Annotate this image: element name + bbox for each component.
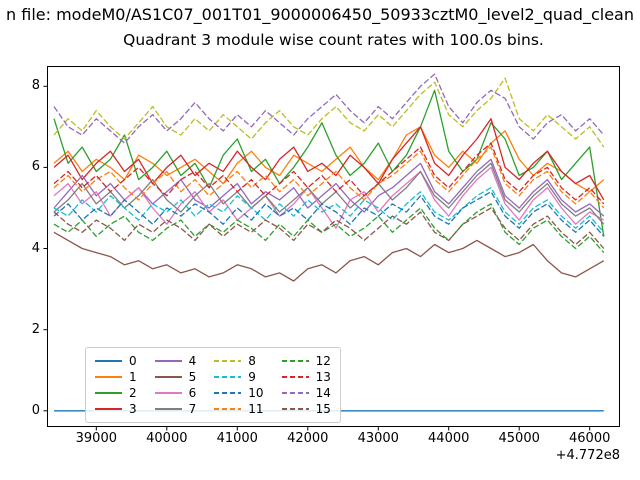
x-tick-label: 44000 [428,431,470,446]
legend-label: 0 [129,354,137,368]
axes-frame [47,66,620,427]
axes-title: Quadrant 3 module wise count rates with … [123,31,544,49]
series-line-1 [53,126,605,193]
legend-label: 9 [248,370,256,384]
legend-line-sample [281,408,309,410]
legend-entry-10: 10 [214,386,264,400]
x-tick-label: 39000 [75,431,117,446]
y-tick-label: 0 [31,402,40,418]
legend-line-sample [281,360,309,362]
legend-label: 8 [248,354,256,368]
legend-entry-0: 0 [95,354,137,368]
legend-label: 10 [248,386,264,400]
legend-entry-14: 14 [281,386,331,400]
series-line-8 [53,77,605,148]
series-line-7 [53,162,605,225]
x-tick-label: 46000 [569,431,611,446]
legend-line-sample [95,376,122,378]
legend-entry-5: 5 [154,370,197,384]
series-line-3 [53,118,605,201]
legend-entry-6: 6 [154,386,197,400]
legend-entry-8: 8 [214,354,263,368]
legend-line-sample [95,408,122,410]
series-line-4 [53,158,605,217]
legend-entry-4: 4 [154,354,197,368]
legend-line-sample [154,376,182,378]
legend-label: 6 [188,386,197,400]
y-tick-label: 6 [31,159,40,175]
legend-label: 2 [129,386,137,400]
series-line-12 [53,203,605,254]
figure-suptitle: n file: modeM0/AS1C07_001T01_9000006450_… [6,5,634,24]
legend-label: 4 [188,354,197,368]
legend-label: 5 [188,370,197,384]
legend-label: 12 [315,354,331,368]
plot-area [43,66,620,431]
legend-line-sample [154,392,182,394]
legend-line-sample [214,392,242,394]
legend-line-sample [281,376,309,378]
legend-line-sample [154,408,182,410]
legend-line-sample [95,360,122,362]
legend-label: 14 [315,386,331,400]
x-tick-label: 45000 [498,431,540,446]
legend-line-sample [281,392,309,394]
x-tick-label: 42000 [287,431,329,446]
y-tick-label: 2 [31,321,40,337]
y-tick-label: 8 [31,78,40,94]
legend-entry-2: 2 [95,386,137,400]
legend-entry-7: 7 [154,402,197,416]
legend-entry-11: 11 [214,402,264,416]
legend-line-sample [214,360,242,362]
legend-entry-12: 12 [281,354,331,368]
x-tick-label: 43000 [357,431,399,446]
legend-entry-3: 3 [95,402,137,416]
legend-entry-9: 9 [214,370,263,384]
legend-line-sample [214,376,242,378]
legend-entry-13: 13 [281,370,331,384]
legend-label: 15 [315,402,331,416]
y-tick-label: 4 [31,240,40,256]
legend-label: 1 [129,370,137,384]
series-line-11 [53,146,605,209]
series-line-15 [53,207,605,249]
series-line-14 [53,73,605,144]
x-axis-offset-label: +4.772e8 [555,448,620,463]
x-tick-label: 41000 [216,431,258,446]
series-line-13 [53,142,605,205]
x-tick-label: 40000 [146,431,188,446]
series-line-10 [53,191,605,237]
legend-label: 7 [188,402,197,416]
legend-line-sample [95,392,122,394]
series-line-6 [53,166,605,229]
legend-line-sample [154,360,182,362]
legend: 0 1 2 3 4 5 6 7 8 9 10 11 12 13 14 15 [85,347,341,423]
legend-label: 3 [129,402,137,416]
legend-entry-15: 15 [281,402,331,416]
legend-label: 11 [248,402,264,416]
legend-line-sample [214,408,242,410]
legend-label: 13 [315,370,331,384]
series-line-2 [53,89,605,237]
legend-entry-1: 1 [95,370,137,384]
series-line-5 [53,231,605,282]
